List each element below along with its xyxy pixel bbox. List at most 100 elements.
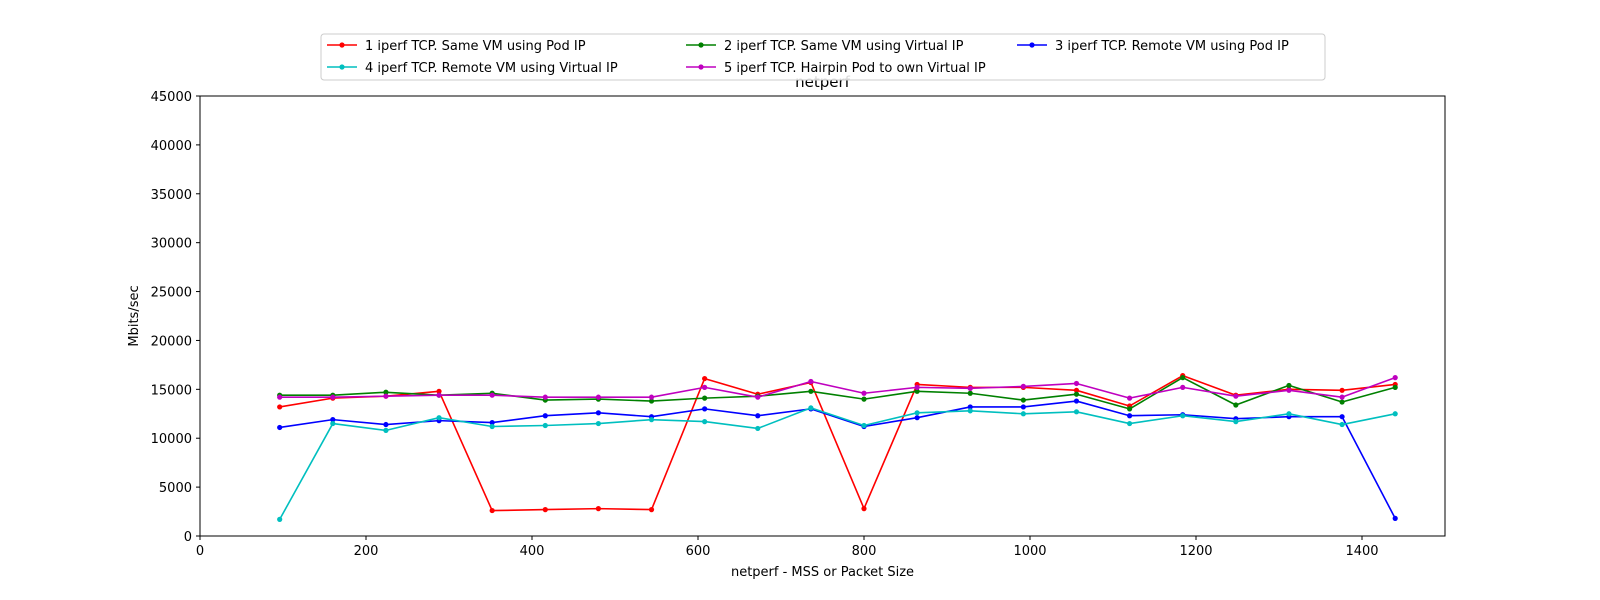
data-point bbox=[914, 410, 920, 416]
data-point bbox=[542, 507, 548, 513]
data-point bbox=[967, 390, 973, 396]
y-tick-label: 30000 bbox=[151, 237, 192, 252]
data-point bbox=[967, 408, 973, 414]
data-point bbox=[1073, 409, 1080, 415]
series-layer bbox=[277, 373, 1398, 522]
data-point bbox=[1233, 419, 1239, 425]
data-point bbox=[1339, 399, 1345, 405]
legend-box bbox=[320, 33, 1326, 81]
x-tick-label: 200 bbox=[354, 544, 379, 559]
data-point bbox=[1020, 383, 1026, 389]
data-point bbox=[808, 378, 814, 385]
data-point bbox=[436, 388, 442, 394]
legend-label: 1 iperf TCP. Same VM using Pod IP bbox=[365, 39, 586, 54]
data-point bbox=[702, 419, 708, 425]
data-point bbox=[914, 415, 920, 421]
data-point bbox=[648, 398, 655, 404]
data-point bbox=[1286, 382, 1292, 389]
data-point bbox=[1286, 411, 1292, 417]
data-point bbox=[1339, 414, 1345, 420]
data-point bbox=[489, 423, 495, 430]
data-point bbox=[595, 410, 602, 416]
data-point bbox=[808, 405, 814, 411]
data-point bbox=[542, 413, 548, 419]
data-point bbox=[648, 417, 655, 423]
data-point bbox=[436, 415, 442, 421]
data-point bbox=[648, 507, 655, 513]
data-point bbox=[277, 404, 283, 410]
y-tick-label: 40000 bbox=[151, 139, 192, 154]
data-point bbox=[542, 394, 548, 400]
data-point bbox=[702, 395, 708, 401]
data-point bbox=[1180, 384, 1186, 390]
data-point bbox=[1020, 404, 1026, 410]
x-tick-label: 600 bbox=[686, 544, 711, 559]
data-point bbox=[542, 422, 548, 429]
data-point bbox=[755, 425, 761, 432]
data-point bbox=[330, 420, 336, 427]
plot-frame bbox=[199, 95, 1446, 537]
data-point bbox=[648, 394, 655, 400]
data-point bbox=[1073, 380, 1080, 387]
data-point bbox=[1392, 411, 1398, 417]
data-point bbox=[1073, 398, 1080, 404]
data-point bbox=[383, 421, 389, 428]
data-point bbox=[277, 516, 283, 522]
data-point bbox=[1339, 394, 1345, 400]
data-point bbox=[1286, 387, 1292, 393]
y-tick-label: 10000 bbox=[151, 432, 192, 447]
legend-label: 5 iperf TCP. Hairpin Pod to own Virtual … bbox=[724, 61, 986, 76]
legend-label: 2 iperf TCP. Same VM using Virtual IP bbox=[724, 39, 964, 54]
data-point bbox=[489, 392, 495, 398]
y-tick-label: 35000 bbox=[151, 188, 192, 203]
data-point bbox=[755, 394, 761, 400]
data-point bbox=[489, 419, 495, 426]
plot-area bbox=[200, 96, 1445, 536]
data-point bbox=[1073, 387, 1080, 393]
y-axis-label: Mbits/sec bbox=[127, 285, 142, 346]
legend-item: 4 iperf TCP. Remote VM using Virtual IP bbox=[327, 61, 618, 76]
legend-item: 1 iperf TCP. Same VM using Pod IP bbox=[327, 39, 586, 54]
y-tick-label: 15000 bbox=[151, 383, 192, 398]
data-point bbox=[1180, 375, 1186, 381]
data-point bbox=[1127, 420, 1133, 427]
legend-marker bbox=[339, 42, 345, 48]
x-tick-label: 1400 bbox=[1345, 544, 1378, 559]
y-axis-ticks: 0 5000 10000 15000 20000 25000 30000 35000 40000… bbox=[151, 90, 200, 545]
data-point bbox=[702, 375, 708, 382]
legend-item: 3 iperf TCP. Remote VM using Pod IP bbox=[1017, 39, 1289, 54]
data-point bbox=[1392, 375, 1398, 381]
data-point bbox=[967, 404, 973, 410]
y-tick-label: 25000 bbox=[151, 286, 192, 301]
series-5 bbox=[277, 375, 1398, 401]
data-point bbox=[861, 506, 867, 512]
data-point bbox=[277, 424, 283, 431]
data-point bbox=[1127, 413, 1133, 419]
data-point bbox=[702, 384, 708, 390]
data-point bbox=[808, 388, 814, 394]
data-point bbox=[595, 420, 602, 427]
legend-item: 5 iperf TCP. Hairpin Pod to own Virtual … bbox=[686, 61, 986, 76]
data-point bbox=[1127, 406, 1133, 412]
data-point bbox=[702, 406, 708, 412]
y-tick-label: 45000 bbox=[151, 90, 192, 105]
data-point bbox=[1073, 391, 1080, 397]
data-point bbox=[595, 506, 602, 512]
data-point bbox=[1127, 395, 1133, 401]
data-point bbox=[436, 392, 442, 398]
x-axis-label: netperf - MSS or Packet Size bbox=[731, 565, 914, 580]
y-tick-label: 5000 bbox=[159, 481, 192, 496]
data-point bbox=[1339, 421, 1345, 428]
series-line bbox=[278, 407, 1396, 520]
x-tick-label: 1200 bbox=[1179, 544, 1212, 559]
data-point bbox=[330, 394, 336, 400]
data-point bbox=[914, 384, 920, 390]
legend-marker bbox=[1029, 42, 1035, 48]
x-tick-label: 1000 bbox=[1013, 544, 1046, 559]
x-tick-label: 400 bbox=[520, 544, 545, 559]
data-point bbox=[914, 388, 920, 394]
data-point bbox=[383, 389, 389, 395]
data-point bbox=[755, 413, 761, 419]
data-point bbox=[1233, 393, 1239, 399]
y-tick-label: 0 bbox=[184, 530, 192, 545]
